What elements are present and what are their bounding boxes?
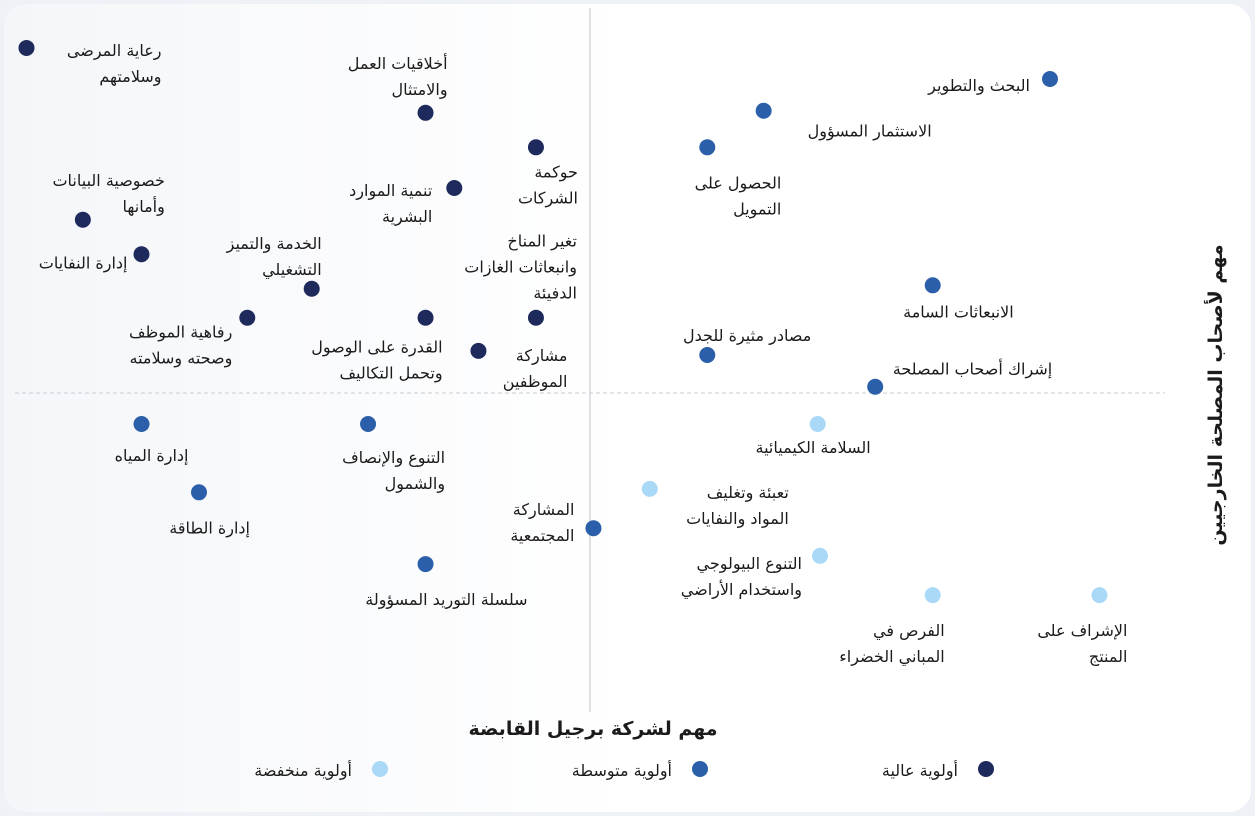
point [133, 246, 150, 263]
point-label: إدارة الطاقة [169, 518, 250, 538]
point-label: والشمول [385, 474, 445, 494]
legend-label: أولوية عالية [882, 760, 958, 781]
point-label: الاستثمار المسؤول [808, 122, 932, 142]
point-label: التمويل [733, 199, 781, 219]
point [809, 416, 826, 432]
point-label: المجتمعية [510, 526, 574, 545]
point-label: وتحمل التكاليف [339, 364, 442, 384]
point [812, 547, 828, 564]
point [18, 39, 35, 56]
point-label: إدارة المياه [115, 446, 189, 466]
point-label: مشاركة [516, 346, 568, 366]
point-label: السلامة الكيميائية [756, 438, 871, 457]
point-label: الحصول على [695, 173, 782, 193]
point [133, 416, 150, 432]
point-label: والامتثال [392, 80, 448, 100]
point-label: البشرية [382, 207, 432, 227]
point-label: القدرة على الوصول [311, 338, 442, 358]
point-label: أخلاقيات العمل [348, 53, 448, 73]
point-label: المواد والنفايات [686, 509, 789, 529]
legend-swatch [692, 761, 708, 777]
point [360, 416, 377, 432]
point [755, 102, 772, 119]
point-label: واستخدام الأراضي [681, 579, 802, 600]
point-label: المشاركة [513, 500, 575, 520]
legend-swatch [372, 761, 388, 777]
point [924, 587, 941, 604]
point [699, 347, 716, 363]
point-label: تغير المناخ [507, 232, 577, 252]
legend-swatch [978, 761, 994, 777]
point [239, 309, 256, 326]
point-label: رعاية المرضى [67, 41, 162, 61]
point-label: التنوع البيولوجي [697, 554, 802, 574]
point [191, 484, 207, 501]
point-label: إدارة النفايات [39, 253, 128, 273]
point [446, 180, 463, 197]
point-label: حوكمة [534, 162, 578, 182]
point-label: سلسلة التوريد المسؤولة [365, 590, 527, 610]
point-label: وسلامتهم [99, 67, 161, 87]
point-label: التنوع والإنصاف [342, 448, 445, 468]
legend-label: أولوية منخفضة [254, 760, 352, 781]
point [527, 309, 544, 326]
x-axis-title: مهم لشركة برجيل القابضة [468, 718, 717, 740]
point [1042, 71, 1058, 87]
point-label: خصوصية البيانات [52, 171, 164, 191]
point-label: الشركات [518, 188, 578, 208]
point [303, 280, 320, 297]
point-label: الدفيئة [533, 284, 577, 303]
point [585, 520, 602, 537]
point-label: وصحته وسلامته [130, 349, 233, 369]
point [924, 277, 941, 294]
point-label: وانبعاثات الغازات [464, 258, 577, 278]
point-label: المباني الخضراء [839, 647, 944, 667]
point-label: الانبعاثات السامة [903, 302, 1014, 321]
point-label: البحث والتطوير [927, 76, 1030, 96]
point [699, 139, 716, 156]
point [417, 309, 434, 326]
point-label: تنمية الموارد [349, 181, 432, 201]
point-label: المنتج [1089, 647, 1128, 666]
point-label: الفرص في [873, 621, 945, 641]
point [417, 104, 434, 121]
point [470, 342, 487, 359]
point-label: مصادر مثيرة للجدل [683, 326, 811, 346]
point-label: الخدمة والتميز [226, 234, 322, 254]
point-label: تعبئة وتغليف [707, 483, 789, 503]
point-label: الإشراف على [1037, 621, 1127, 641]
point [74, 211, 91, 228]
point [527, 139, 544, 156]
card [4, 4, 1251, 812]
point [641, 480, 658, 497]
point [417, 556, 434, 573]
point-label: وأمانها [123, 196, 165, 217]
point-label: التشغيلي [262, 260, 322, 280]
point [1091, 587, 1108, 604]
point-label: رفاهية الموظف [129, 323, 232, 343]
legend-label: أولوية متوسطة [572, 760, 672, 781]
point-label: إشراك أصحاب المصلحة [893, 359, 1052, 380]
point-label: الموظفين [503, 372, 568, 392]
y-axis-title: مهم لأصحاب المصلحة الخارجيين [1204, 244, 1227, 545]
point [867, 378, 884, 395]
